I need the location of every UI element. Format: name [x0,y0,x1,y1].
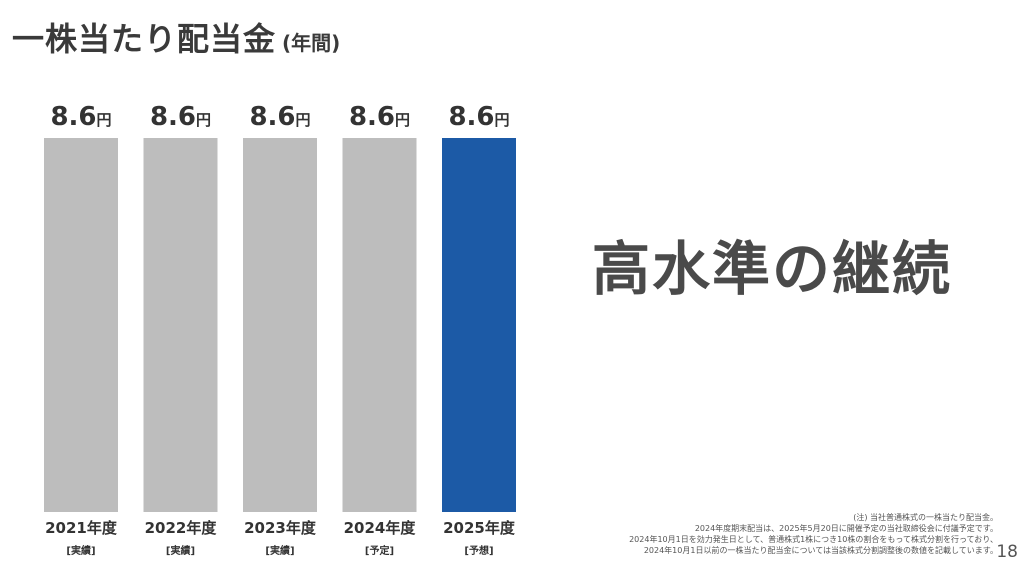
data-label: 8.6円 [150,102,211,132]
data-label: 8.6円 [50,102,111,132]
page-title: 一株当たり配当金 (年間) [12,14,340,60]
footnote-line: 2024年度期末配当は、2025年5月20日に開催予定の当社取締役会に付議予定で… [694,524,998,533]
footnote-line: 2024年10月1日を効力発生日として、普通株式1株につき10株の割合をもって株… [629,535,998,544]
bar [442,138,516,512]
data-label: 8.6円 [349,102,410,132]
data-label: 8.6円 [448,102,509,132]
tick-label: 2022年度 [145,519,218,537]
tick-label: 2021年度 [45,519,118,537]
bar [243,138,317,512]
tick-note: [実績] [265,544,294,557]
headline: 高水準の継続 [592,235,953,303]
tick-note: [実績] [66,544,95,557]
tick-note: [予想] [464,544,493,557]
footnote-line: (注) 当社普通株式の一株当たり配当金。 [853,513,998,522]
tick-label: 2024年度 [344,519,417,537]
footnotes: (注) 当社普通株式の一株当たり配当金。 2024年度期末配当は、2025年5月… [629,512,998,556]
footnote-line: 2024年10月1日以前の一株当たり配当金については当該株式分割調整後の数値を記… [643,546,998,555]
bar [143,138,218,512]
bar [44,138,118,512]
dividend-bar-chart: 8.6円 2021年度 [実績] 8.6円 2022年度 [実績] 8.6円 2023年度 [実… [44,102,516,557]
tick-label: 2023年度 [244,519,317,537]
data-label: 8.6円 [249,102,310,132]
tick-label: 2025年度 [443,519,516,537]
page-number: 18 [996,542,1018,562]
bar [342,138,417,512]
tick-note: [実績] [166,544,195,557]
tick-note: [予定] [365,544,394,557]
page-title-sub: (年間) [282,31,341,55]
page-title-main: 一株当たり配当金 [12,20,277,58]
